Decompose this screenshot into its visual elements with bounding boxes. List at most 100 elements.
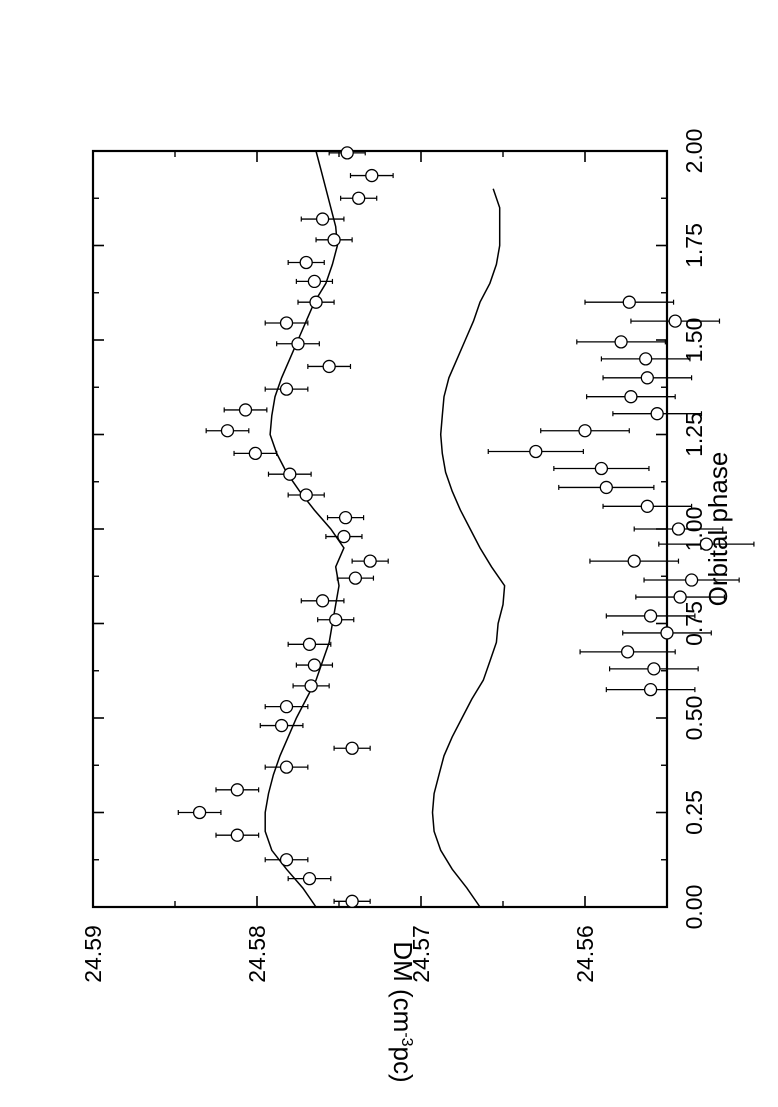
data-point	[326, 511, 365, 525]
point-marker	[274, 718, 289, 733]
x-tick-label: 1.25	[681, 412, 707, 457]
point-marker	[660, 626, 674, 640]
point-marker	[643, 683, 658, 697]
point-marker	[345, 894, 359, 908]
axis-ticks	[92, 150, 667, 908]
model-curve-1	[264, 150, 345, 908]
point-marker	[348, 571, 363, 585]
point-marker	[279, 382, 294, 396]
point-marker	[599, 480, 613, 495]
data-point	[612, 407, 703, 421]
point-marker	[307, 658, 322, 672]
x-tick-label: 1.75	[681, 223, 707, 268]
data-point	[300, 212, 345, 226]
x-axis-title: Orbital phase	[703, 452, 733, 607]
data-point	[264, 853, 309, 867]
y-tick-label: 24.57	[408, 925, 434, 983]
y-tick-label: 24.58	[244, 925, 270, 983]
x-tick-label: 0.00	[681, 885, 707, 930]
point-marker	[279, 760, 294, 774]
x-tick-label: 0.50	[681, 696, 707, 741]
point-marker	[327, 233, 341, 247]
data-point	[233, 446, 278, 461]
point-marker	[620, 645, 635, 659]
point-marker	[309, 295, 323, 309]
data-point	[259, 718, 304, 733]
point-marker	[643, 609, 658, 623]
point-marker	[283, 467, 297, 481]
plot-frame	[91, 149, 669, 909]
x-tick-label: 0.75	[681, 601, 707, 646]
point-marker	[238, 403, 253, 417]
point-marker	[315, 594, 330, 608]
point-marker	[299, 255, 313, 270]
data-point	[340, 191, 378, 205]
data-point	[177, 805, 222, 820]
point-marker	[594, 461, 609, 476]
y-axis-title: DM (cm-3pc)	[388, 941, 418, 1082]
data-point	[295, 658, 334, 672]
point-marker	[647, 662, 661, 676]
point-marker	[578, 424, 592, 438]
data-points	[177, 146, 755, 908]
point-marker	[345, 741, 359, 755]
data-point	[608, 662, 699, 676]
data-point	[602, 371, 693, 385]
data-point	[264, 760, 309, 774]
point-marker	[699, 537, 714, 551]
model-curves	[264, 150, 506, 908]
data-point	[584, 295, 675, 309]
point-marker	[230, 783, 244, 797]
point-marker	[624, 390, 638, 404]
point-marker	[322, 359, 336, 374]
point-marker	[329, 613, 343, 627]
point-marker	[668, 314, 682, 328]
point-marker	[365, 168, 379, 183]
point-marker	[650, 407, 664, 421]
model-curve-2	[431, 188, 506, 908]
x-tick-label: 1.50	[681, 318, 707, 363]
y-tick-label: 24.56	[572, 925, 598, 983]
data-point	[287, 488, 325, 502]
data-point	[307, 359, 352, 374]
data-point	[635, 590, 726, 604]
point-marker	[352, 191, 366, 205]
point-marker	[291, 337, 305, 351]
data-point	[336, 571, 375, 585]
point-marker	[640, 499, 654, 513]
data-point	[576, 335, 666, 349]
y-axis-title-main: DM (cm	[388, 941, 418, 1032]
data-point	[317, 613, 355, 627]
point-marker	[363, 554, 377, 568]
point-marker	[622, 295, 636, 309]
y-tick-labels: 24.59 24.58 24.57 24.56	[80, 925, 598, 983]
point-marker	[279, 700, 294, 714]
x-tick-label: 0.25	[681, 790, 707, 835]
point-marker	[627, 554, 641, 568]
point-marker	[684, 573, 699, 587]
point-marker	[640, 371, 654, 385]
data-point	[292, 679, 330, 693]
data-point	[276, 337, 320, 351]
point-marker	[248, 446, 263, 461]
data-point	[658, 537, 755, 551]
point-marker	[337, 529, 351, 544]
data-point	[205, 424, 250, 438]
point-marker	[304, 679, 318, 693]
data-point	[325, 529, 363, 544]
point-marker	[192, 805, 207, 820]
data-point	[633, 522, 724, 536]
data-point	[264, 382, 309, 396]
data-point	[351, 554, 389, 568]
point-marker	[639, 352, 653, 366]
data-point	[602, 499, 693, 513]
data-point	[349, 168, 394, 183]
point-marker	[279, 853, 294, 867]
data-point	[264, 316, 309, 330]
point-marker	[671, 522, 686, 536]
point-marker	[614, 335, 628, 349]
data-point	[540, 424, 630, 438]
data-point	[264, 700, 309, 714]
point-marker	[299, 488, 313, 502]
